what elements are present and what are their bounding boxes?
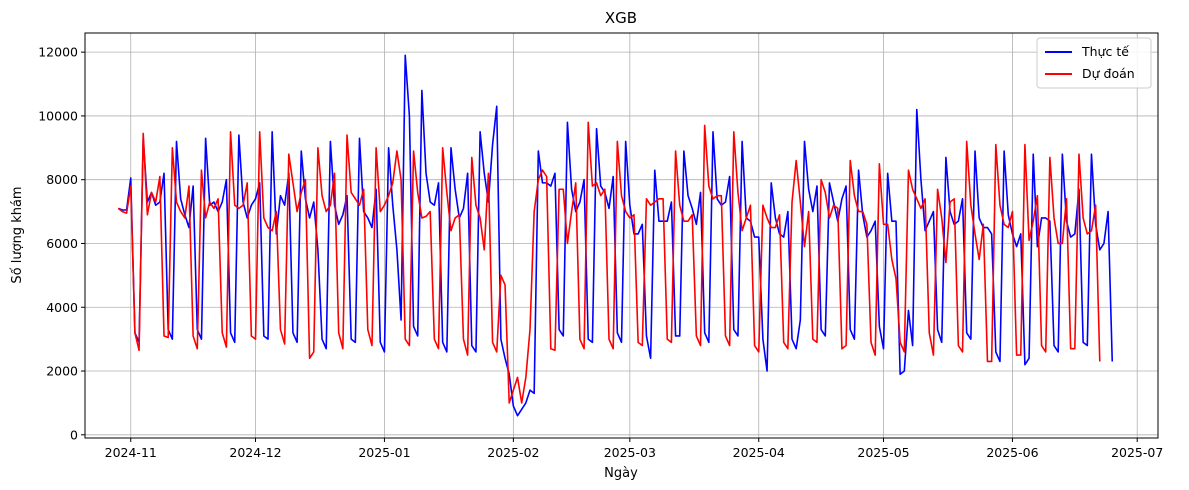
legend: Thực tế Dự đoán <box>1036 37 1152 89</box>
x-tick-label: 2025-03 <box>604 445 656 460</box>
y-tick-label: 0 <box>70 427 78 442</box>
x-tick-label: 2025-01 <box>358 445 410 460</box>
x-axis-title: Ngày <box>604 466 638 481</box>
y-tick-label: 6000 <box>46 236 78 251</box>
chart-title: XGB <box>605 9 637 27</box>
y-axis-title: Số lượng khám <box>10 186 25 283</box>
series-line-du-doan <box>117 121 1101 404</box>
x-tick-label: 2025-04 <box>733 445 785 460</box>
x-tick-label: 2024-11 <box>105 445 157 460</box>
y-tick-label: 4000 <box>46 300 78 315</box>
grid <box>85 33 1158 438</box>
legend-label-du-doan: Dự đoán <box>1082 66 1135 81</box>
y-tick-label: 12000 <box>38 45 78 60</box>
y-tick-label: 2000 <box>46 364 78 379</box>
legend-box <box>1036 37 1152 89</box>
y-tick-label: 10000 <box>38 108 78 123</box>
plot-frame <box>84 32 1159 439</box>
series-layer <box>117 54 1114 417</box>
x-tick-label: 2024-12 <box>229 445 281 460</box>
x-tick-label: 2025-06 <box>986 445 1038 460</box>
y-tick-label: 8000 <box>46 172 78 187</box>
ticks: 0 2000 4000 6000 8000 10000 12000 2024-11 2024-1… <box>38 45 1163 460</box>
x-tick-label: 2025-02 <box>487 445 539 460</box>
x-tick-label: 2025-07 <box>1111 445 1163 460</box>
legend-label-thuc-te: Thực tế <box>1081 44 1129 59</box>
x-tick-label: 2025-05 <box>857 445 909 460</box>
